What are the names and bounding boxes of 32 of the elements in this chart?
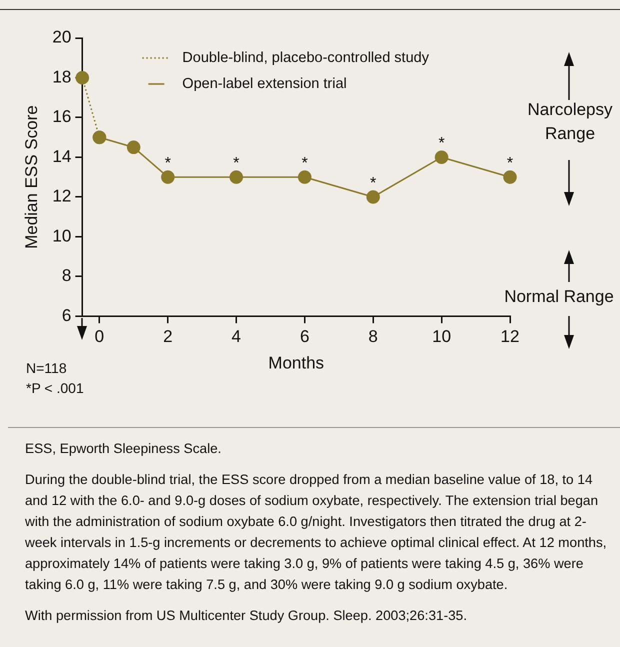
annotation: *: [302, 155, 308, 172]
y-tick-label: 20: [52, 28, 72, 47]
legend-label: Open-label extension trial: [182, 76, 347, 92]
x-tick-label: 6: [300, 327, 310, 346]
y-tick-label: 10: [52, 226, 72, 246]
annotation: *: [506, 155, 514, 172]
x-tick-label: 4: [232, 327, 242, 346]
annotation: *: [438, 135, 445, 152]
annotation: Normal Range: [503, 286, 615, 308]
x-tick-label: 8: [368, 327, 378, 346]
y-axis-title: Median ESS Score: [22, 105, 41, 249]
y-tick-label: 12: [52, 186, 72, 206]
text: ESS, Epworth Sleepiness Scale.: [25, 440, 222, 458]
annotation: *: [164, 155, 171, 172]
text: Narcolepsy Range: [526, 99, 614, 145]
legend-label: Double-blind, placebo-controlled study: [182, 50, 430, 66]
y-tick-label: 14: [52, 146, 72, 166]
x-tick-label: 0: [94, 327, 104, 346]
y-tick-label: 6: [62, 306, 72, 325]
x-tick-label: 12: [500, 327, 520, 346]
x-tick-label: 2: [163, 327, 173, 346]
x-tick-label: 10: [432, 327, 452, 346]
text: During the double-blind trial, the ESS score dropped from a median baseline value of 18, to 14 and 12 with the 6.0- and 9.0-g doses of sodium oxybate, respectively. The extension trial began with the administration of sodium oxybate 6.0 g/night. Investigators then titrated the drug at 2-week intervals in 1.5-g increments or decrements to achieve optimal clinical effect. At 12 months, approximately 14% of patients were taking 3.0 g, 9% of patients were taking 4.5 g, 36% were taking 6.0 g, 11% were taking 7.5 g, and 30% were taking 9.0 g sodium oxybate.: [25, 471, 608, 594]
annotation: *: [370, 174, 376, 192]
y-tick-label: 18: [52, 67, 72, 86]
text: N=118: [26, 360, 67, 376]
annotation: *: [233, 155, 240, 172]
x-axis-title: Months: [268, 353, 324, 372]
text: With permission from US Multicenter Study Group. Sleep. 2003;26:31-35.: [25, 607, 468, 625]
y-tick-label: 16: [52, 107, 72, 126]
text: *P < .001: [26, 380, 84, 396]
y-tick-label: 8: [62, 266, 72, 286]
